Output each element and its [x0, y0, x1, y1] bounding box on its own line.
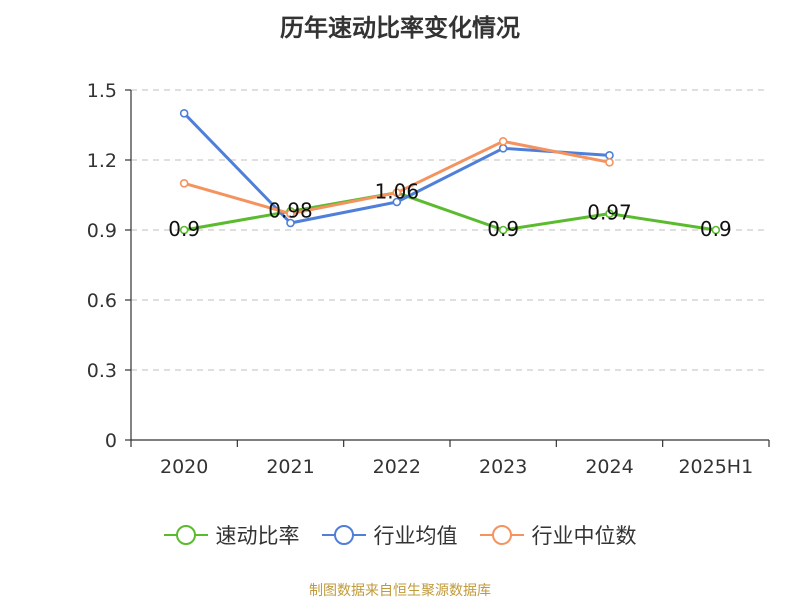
- source-note: 制图数据来自恒生聚源数据库: [309, 583, 491, 599]
- x-tick-label: 2022: [373, 456, 421, 478]
- data-point: [498, 137, 508, 146]
- series-line: [183, 191, 717, 232]
- data-point: [179, 179, 189, 188]
- legend-item[interactable]: 行业中位数: [479, 520, 637, 550]
- series-lines: [179, 109, 721, 235]
- data-point: [605, 158, 614, 167]
- y-tick-label: 1.2: [87, 150, 117, 172]
- legend-item[interactable]: 速动比率: [163, 520, 300, 550]
- y-tick-label: 0.9: [87, 220, 117, 242]
- chart-legend: 速动比率 行业均值 行业中位数: [0, 520, 800, 550]
- legend-marker-icon: [479, 525, 524, 545]
- data-point: [605, 209, 614, 218]
- grid-lines: [131, 89, 769, 371]
- data-point: [605, 151, 614, 160]
- data-label: 0.9: [168, 217, 200, 241]
- data-point: [392, 188, 402, 197]
- y-tick-label: 0.3: [87, 360, 117, 382]
- data-point: [498, 144, 508, 153]
- x-tick-label: 2023: [479, 456, 527, 478]
- x-tick-label: 2024: [585, 456, 633, 478]
- x-tick-label: 2021: [266, 456, 314, 478]
- data-point: [392, 197, 402, 207]
- data-point: [711, 225, 721, 235]
- data-label: 0.9: [700, 217, 732, 241]
- legend-label: 行业中位数: [531, 524, 637, 548]
- data-point: [286, 218, 295, 228]
- data-label: 0.97: [587, 201, 632, 225]
- legend-label: 速动比率: [215, 524, 300, 548]
- data-label: 0.98: [268, 198, 313, 222]
- data-label: 1.06: [375, 180, 420, 204]
- legend-marker-icon: [163, 525, 208, 545]
- data-label: 0.9: [487, 217, 519, 241]
- y-tick-label: 1.5: [87, 80, 117, 102]
- chart-title: 历年速动比率变化情况: [280, 14, 520, 42]
- data-point: [179, 225, 189, 235]
- data-labels: 0.9 0.98 1.06 0.9 0.97 0.9: [168, 180, 731, 241]
- x-tick-label: 2025H1: [678, 456, 753, 478]
- legend-item[interactable]: 行业均值: [321, 520, 458, 550]
- legend-label: 行业均值: [373, 524, 458, 548]
- axes: 0 0.3 0.6 0.9 1.2 1.5 2020 2021 2022 2023 2024 2025…: [87, 80, 770, 478]
- data-point: [498, 225, 508, 235]
- y-tick-label: 0.6: [87, 290, 117, 312]
- legend-marker-icon: [321, 525, 366, 545]
- series-line: [183, 112, 610, 225]
- x-tick-label: 2020: [160, 456, 208, 478]
- data-point: [179, 109, 189, 118]
- y-tick-label: 0: [105, 430, 117, 452]
- data-point: [286, 209, 295, 218]
